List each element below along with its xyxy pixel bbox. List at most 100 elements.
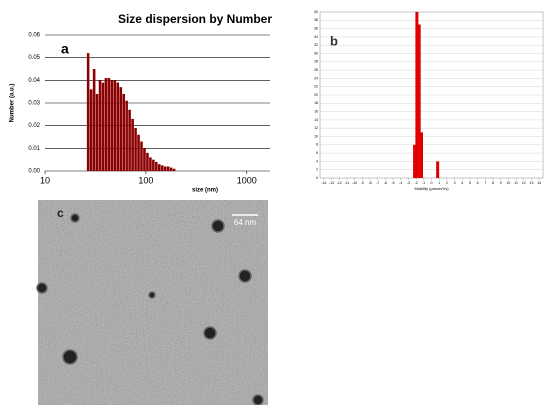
panel-label: c <box>57 206 64 220</box>
bar <box>87 53 90 171</box>
bar <box>122 94 125 171</box>
bar <box>93 69 96 171</box>
x-tick-label: -2 <box>415 181 418 185</box>
bar <box>149 157 152 171</box>
bar <box>99 80 102 171</box>
y-tick-label: 4 <box>316 159 318 163</box>
bar <box>436 161 439 178</box>
x-tick-label: 10 <box>40 175 50 185</box>
x-tick-label: 7 <box>484 181 486 185</box>
x-tick-label: -7 <box>376 181 379 185</box>
bar <box>119 87 122 171</box>
y-tick-label: 0.02 <box>28 123 40 129</box>
y-tick-label: 0.06 <box>28 33 40 39</box>
bar <box>96 94 99 171</box>
bar <box>111 80 114 171</box>
bar <box>131 119 134 171</box>
y-tick-label: 0.00 <box>28 169 40 175</box>
y-tick-label: 20 <box>314 93 318 97</box>
bar <box>140 142 143 171</box>
bar <box>108 78 111 171</box>
x-tick-label: -14 <box>321 181 326 185</box>
y-tick-label: 16 <box>314 110 318 114</box>
image-texture <box>38 200 268 405</box>
x-tick-label: -6 <box>384 181 387 185</box>
y-tick-label: 30 <box>314 51 318 55</box>
panel-label: b <box>330 33 338 48</box>
y-tick-label: 34 <box>314 35 318 39</box>
bar <box>143 148 146 171</box>
x-tick-label: 6 <box>477 181 479 185</box>
y-tick-label: 6 <box>316 151 318 155</box>
bar <box>158 164 161 171</box>
x-tick-label: 11 <box>514 181 518 185</box>
bar <box>167 166 170 171</box>
bar <box>161 165 164 171</box>
x-tick-label: -12 <box>337 181 342 185</box>
y-axis-label: Number (a.u.) <box>10 84 16 123</box>
x-tick-label: 2 <box>446 181 448 185</box>
chart-title: Size dispersion by Number <box>118 12 272 26</box>
y-tick-label: 26 <box>314 68 318 72</box>
x-tick-label: -9 <box>361 181 364 185</box>
y-tick-label: 36 <box>314 27 318 31</box>
x-tick-label: -5 <box>391 181 394 185</box>
x-tick-label: -8 <box>368 181 371 185</box>
y-tick-label: 0.05 <box>28 55 40 61</box>
bar <box>152 160 155 171</box>
bar <box>114 80 117 171</box>
bar <box>420 132 423 178</box>
x-tick-label: -1 <box>422 181 425 185</box>
bar <box>134 128 137 171</box>
x-tick-label: -4 <box>399 181 402 185</box>
bar <box>125 101 128 171</box>
x-tick-label: -13 <box>329 181 334 185</box>
bar <box>128 110 131 171</box>
tem-image: 64 nm c <box>37 200 268 405</box>
figure: 64 nm c Size dispersion by Number 0.00 0.0… <box>0 0 545 405</box>
y-tick-label: 22 <box>314 85 318 89</box>
x-tick-label: 4 <box>461 181 463 185</box>
bar <box>90 89 93 171</box>
y-tick-label: 40 <box>314 10 318 14</box>
x-tick-label: 5 <box>469 181 471 185</box>
x-axis-label: size (nm) <box>192 188 218 194</box>
x-axis-label: Mobility (µmcm/Vs) <box>414 186 449 191</box>
y-tick-label: 0.04 <box>28 78 40 84</box>
y-tick-label: 14 <box>314 118 318 122</box>
bar <box>155 162 158 171</box>
x-tick-label: -11 <box>345 181 350 185</box>
y-tick-label: 38 <box>314 18 318 22</box>
x-tick-label: 100 <box>138 175 153 185</box>
y-tick-label: 0.01 <box>28 146 40 152</box>
x-tick-label: 3 <box>454 181 456 185</box>
x-tick-label: 14 <box>537 181 541 185</box>
bar <box>105 78 108 171</box>
x-tick-label: 12 <box>522 181 526 185</box>
x-tick-label: 8 <box>492 181 494 185</box>
x-tick-label: 1000 <box>237 175 257 185</box>
y-tick-label: 28 <box>314 60 318 64</box>
y-tick-label: 12 <box>314 126 318 130</box>
x-tick-label: 10 <box>506 181 510 185</box>
x-tick-label: 13 <box>530 181 534 185</box>
scale-bar-label: 64 nm <box>234 218 257 227</box>
bar <box>137 135 140 171</box>
bar <box>117 83 119 171</box>
x-tick-label: 9 <box>500 181 502 185</box>
bar <box>170 168 173 171</box>
x-tick-label: 0 <box>431 181 433 185</box>
x-tick-label: -3 <box>407 181 410 185</box>
bar <box>164 166 167 171</box>
panel-label: a <box>61 41 69 57</box>
y-tick-label: 0 <box>316 176 318 180</box>
bar <box>146 153 149 171</box>
y-tick-label: 18 <box>314 101 318 105</box>
bar <box>102 83 105 171</box>
y-tick-label: 0.03 <box>28 101 40 107</box>
y-tick-label: 2 <box>316 168 318 172</box>
bar <box>173 169 176 171</box>
y-tick-label: 10 <box>314 134 318 138</box>
y-tick-label: 8 <box>316 143 318 147</box>
x-tick-label: -10 <box>352 181 357 185</box>
